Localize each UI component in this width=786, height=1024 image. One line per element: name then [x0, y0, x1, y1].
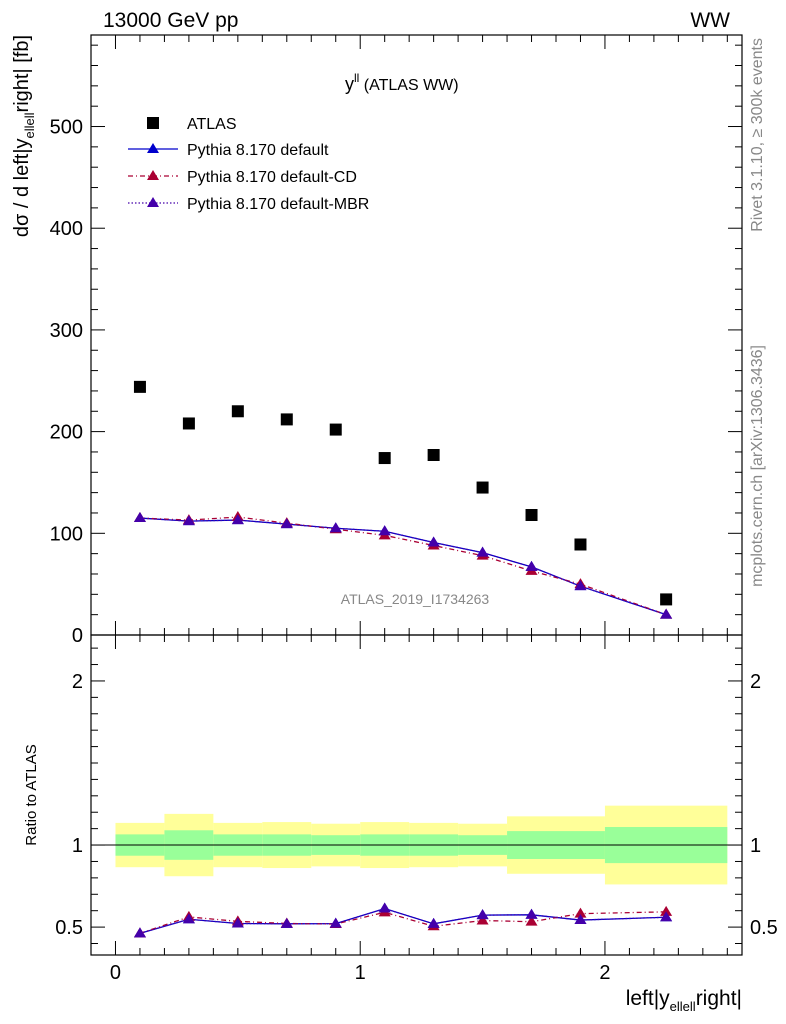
- main-ytick-label: 100: [50, 523, 83, 545]
- atlas-data-point: [280, 413, 293, 426]
- legend-label-cd: Pythia 8.170 default-CD: [187, 169, 357, 186]
- ratio-ytick-label-left: 1: [72, 835, 83, 857]
- main-title: yll (ATLAS WW): [345, 71, 459, 94]
- legend-marker-cd: [147, 170, 159, 180]
- ratio-series-marker-1: [574, 907, 587, 918]
- ratio-frame: [90, 634, 743, 956]
- main-series-marker-3: [574, 580, 587, 591]
- ratio-series-line-1: [139, 911, 667, 934]
- ratio-series-marker-2: [182, 913, 195, 924]
- main-series-marker-3: [329, 522, 342, 533]
- xtick-label: 0: [110, 962, 121, 984]
- ratio-series-marker-2: [476, 909, 489, 920]
- legend-label-mbr: Pythia 8.170 default-MBR: [187, 196, 369, 213]
- atlas-data-point: [329, 423, 342, 436]
- main-series-marker-3: [525, 560, 538, 571]
- analysis-watermark: ATLAS_2019_I1734263: [341, 591, 490, 607]
- atlas-data-point: [133, 380, 146, 393]
- ylabel-part-a: dσ / d left|y: [11, 138, 33, 237]
- ratio-series-line-2: [139, 907, 667, 934]
- mcplots-label: mcplots.cern.ch [arXiv:1306.3436]: [749, 345, 766, 587]
- xtick-label: 1: [355, 962, 366, 984]
- atlas-data-point: [476, 481, 489, 494]
- legend: ATLAS Pythia 8.170 default Pythia 8.170 …: [128, 116, 369, 213]
- ratio-panel: 0.5 0.5 1 1 2 2 0 1 2 Ratio to ATLAS left|yellel…: [23, 634, 778, 1014]
- xlabel-part-a: left|y: [626, 987, 670, 1010]
- atlas-data-point: [574, 538, 587, 551]
- title-rest: (ATLAS WW): [359, 77, 458, 94]
- rivet-label: Rivet 3.1.10, ≥ 300k events: [749, 38, 766, 232]
- atlas-data-point: [525, 509, 538, 521]
- ratio-series-marker-2: [133, 927, 146, 938]
- ratio-ytick-label-left: 2: [72, 671, 83, 693]
- ratio-series-marker-2: [329, 917, 342, 928]
- main-series-layer: [133, 380, 673, 619]
- legend-marker-default: [147, 143, 159, 153]
- atlas-data-point: [427, 449, 440, 461]
- main-ytick-label: 400: [50, 218, 83, 240]
- main-series-marker-3: [378, 525, 391, 536]
- ratio-ytick-label-right: 1: [750, 835, 761, 857]
- main-ylabel: dσ / d left|yellellright| [fb]: [11, 35, 37, 237]
- ratio-series-layer: [133, 902, 673, 938]
- main-series-marker-3: [133, 512, 146, 523]
- ratio-axes: 0.5 0.5 1 1 2 2 0 1 2: [55, 635, 778, 984]
- ylabel-sub: ellell: [22, 112, 37, 138]
- ratio-ytick-label-right: 2: [750, 671, 761, 693]
- ratio-ytick-label-left: 0.5: [55, 917, 83, 939]
- atlas-data-point: [660, 593, 673, 606]
- legend-label-atlas: ATLAS: [187, 116, 237, 133]
- ratio-series-line-0: [139, 907, 667, 934]
- title-sup: ll: [354, 71, 359, 85]
- main-series-marker-3: [427, 536, 440, 547]
- xlabel-sub: ellell: [670, 999, 696, 1014]
- ratio-series-marker-1: [476, 914, 489, 925]
- xlabel-part-b: right|: [696, 987, 742, 1010]
- main-ytick-label: 500: [50, 117, 83, 139]
- main-series-marker-3: [182, 515, 195, 526]
- ratio-series-marker-2: [525, 908, 538, 919]
- ratio-series-marker-2: [378, 902, 391, 913]
- ratio-series-marker-2: [231, 917, 244, 928]
- xlabel: left|yellellright|: [626, 987, 742, 1014]
- ratio-ytick-label-right: 0.5: [750, 917, 778, 939]
- main-axes: 0 100 200 300 400 500: [50, 35, 742, 647]
- atlas-data-point: [231, 405, 244, 418]
- main-ytick-label: 200: [50, 422, 83, 444]
- legend-marker-atlas: [147, 117, 159, 129]
- ratio-ylabel: Ratio to ATLAS: [23, 744, 40, 845]
- ylabel-part-b: right| [fb]: [11, 35, 33, 112]
- atlas-data-point: [378, 452, 391, 465]
- ratio-series-marker-2: [574, 914, 587, 925]
- main-series-marker-3: [231, 514, 244, 525]
- ratio-series-marker-1: [525, 915, 538, 926]
- ratio-series-marker-2: [427, 917, 440, 928]
- header-process: WW: [690, 9, 730, 32]
- ratio-series-marker-2: [660, 911, 673, 922]
- main-series-marker-3: [280, 518, 293, 529]
- ratio-series-marker-1: [660, 905, 673, 916]
- main-series-marker-3: [476, 546, 489, 557]
- main-panel: 0 100 200 300 400 500 yll (ATLAS WW) ATLAS Py…: [11, 34, 743, 647]
- main-series-marker-3: [660, 608, 673, 619]
- xtick-label: 2: [599, 962, 610, 984]
- title-main: y: [345, 74, 354, 94]
- main-ytick-label: 300: [50, 320, 83, 342]
- header-energy: 13000 GeV pp: [103, 9, 238, 32]
- atlas-data-point: [182, 417, 195, 430]
- legend-marker-mbr: [147, 197, 159, 207]
- main-ytick-label: 0: [72, 625, 83, 647]
- ratio-series-marker-2: [280, 917, 293, 928]
- legend-label-default: Pythia 8.170 default: [187, 142, 329, 159]
